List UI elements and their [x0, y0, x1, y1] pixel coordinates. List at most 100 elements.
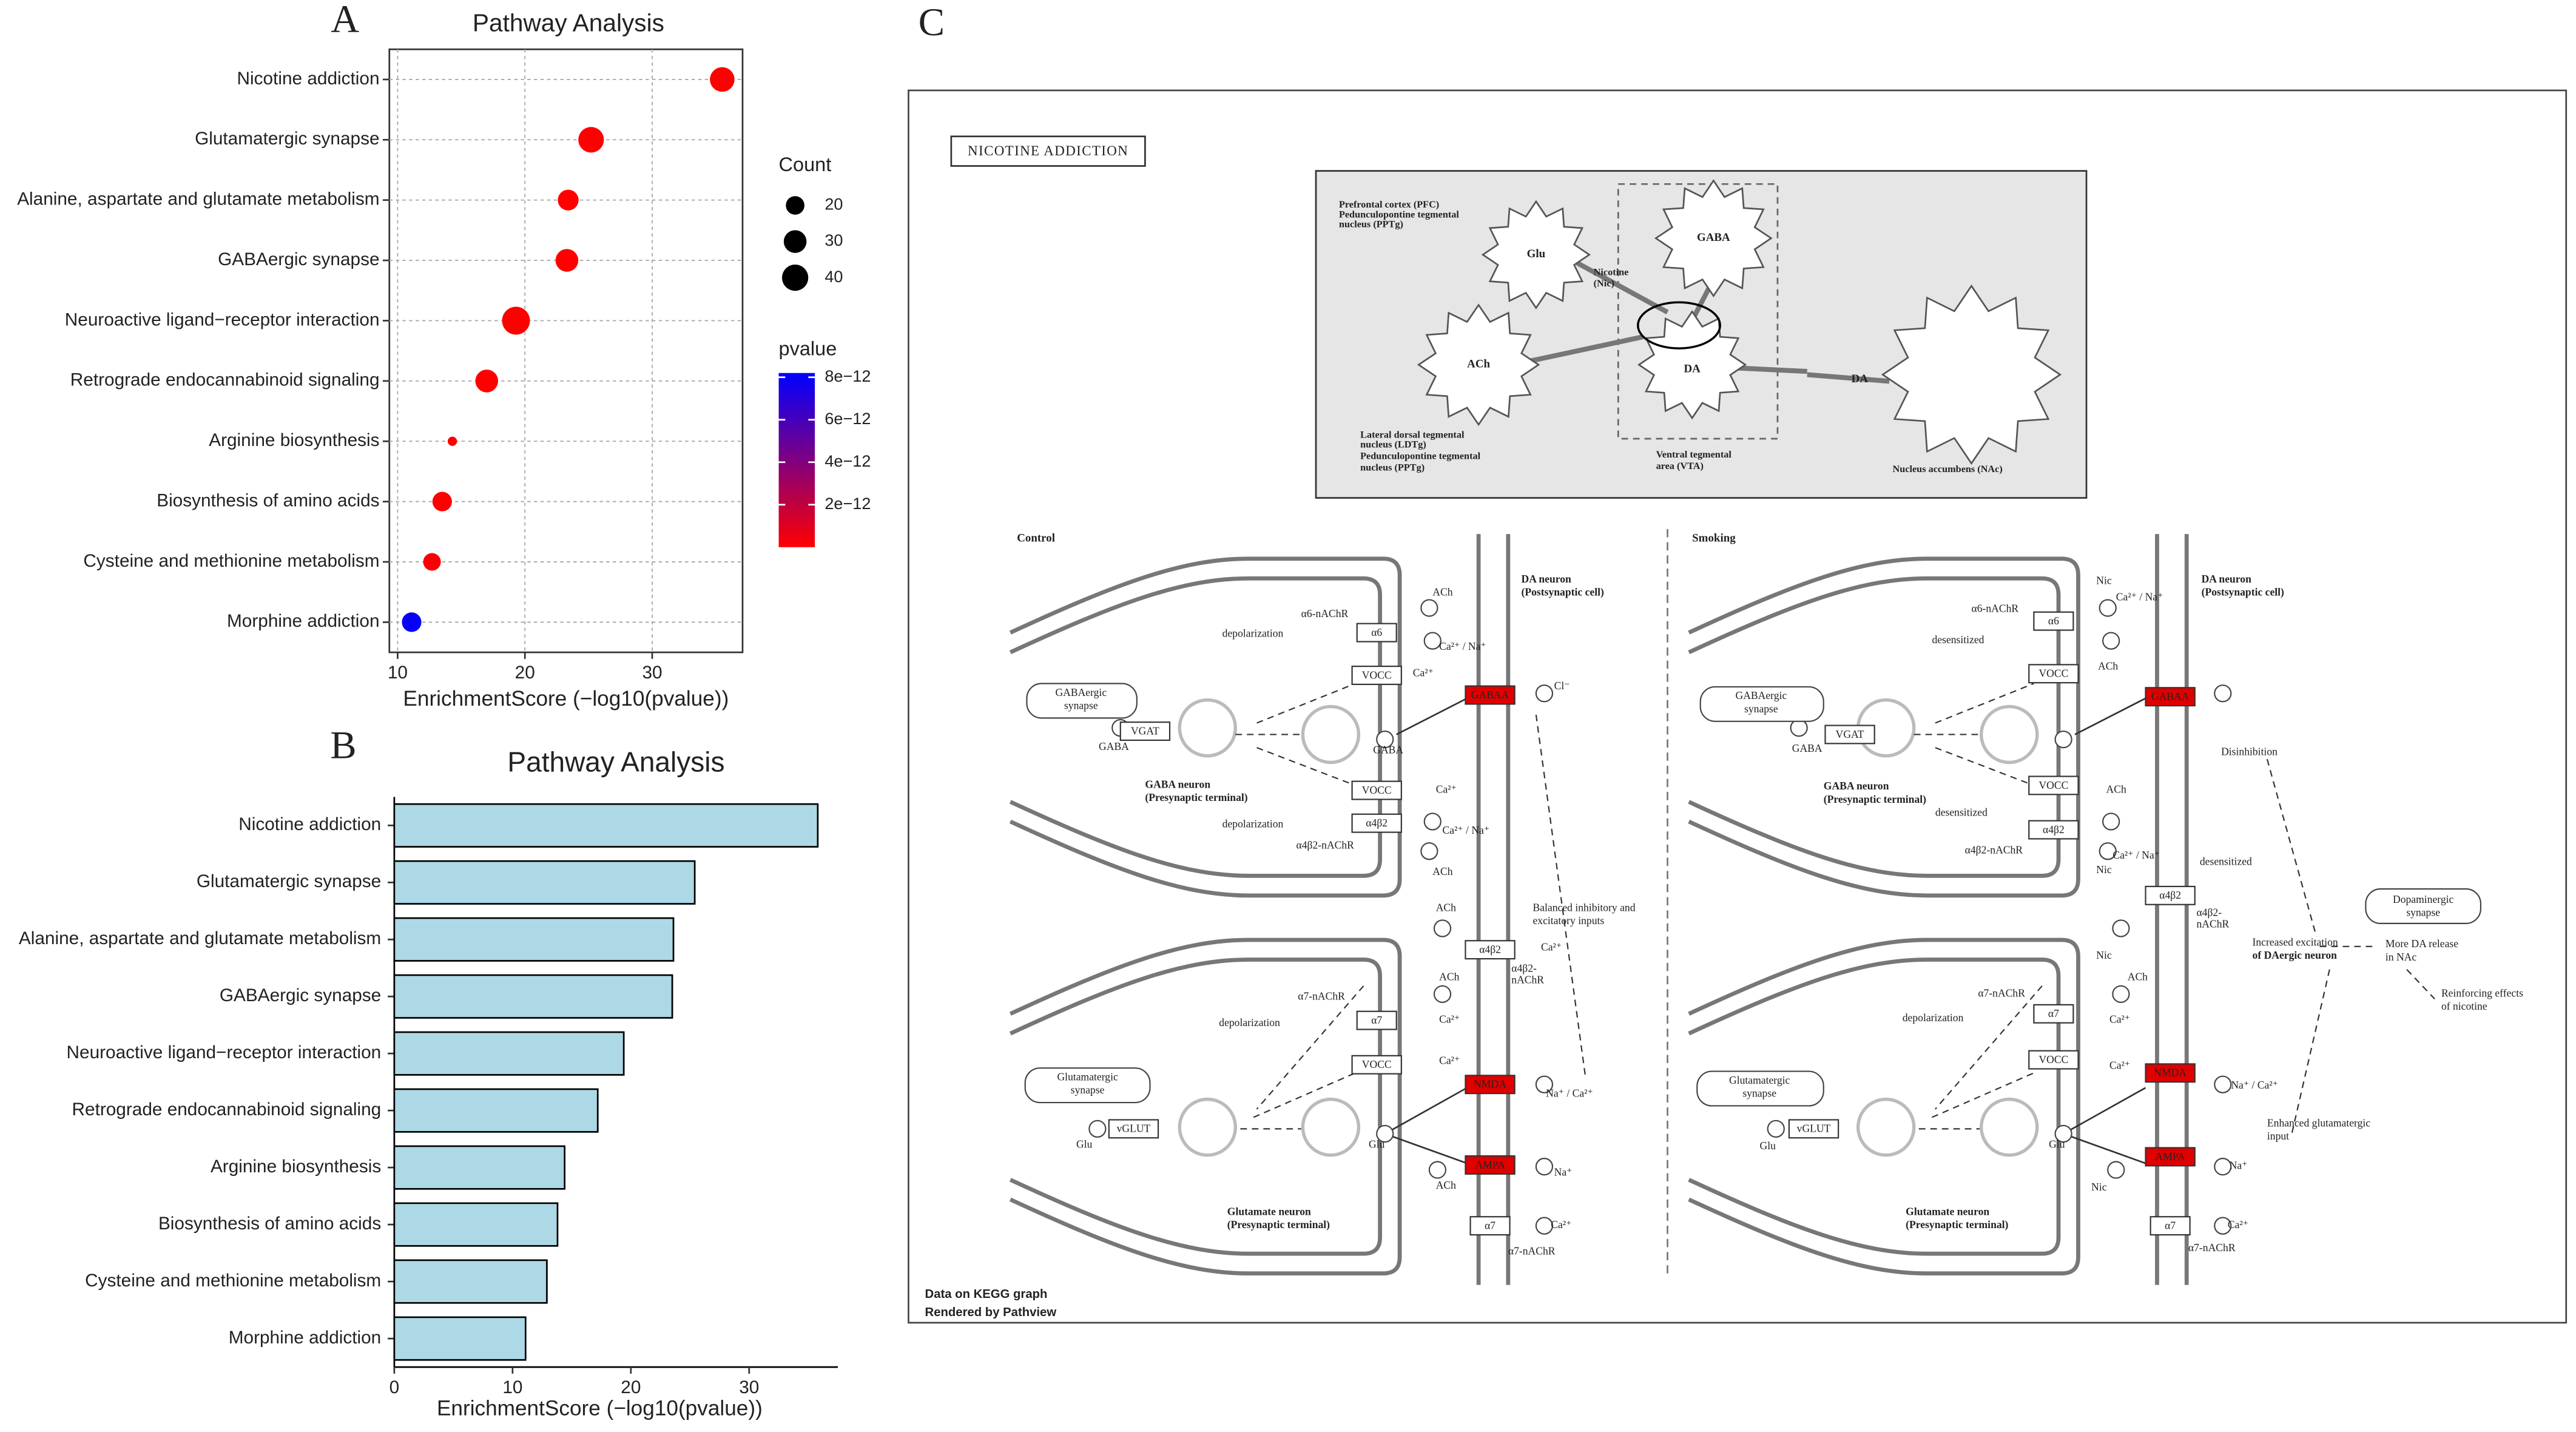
- chart-title: Pathway Analysis: [507, 746, 724, 777]
- diagram-label: of nicotine: [2441, 1000, 2487, 1012]
- ligand: [2214, 1217, 2232, 1235]
- bar: [393, 917, 675, 962]
- panel-letter: A: [331, 0, 359, 41]
- y-tick-label: Cysteine and methionine metabolism: [83, 551, 379, 571]
- section-label: Smoking: [1692, 532, 1736, 545]
- y-tick-label: Morphine addiction: [227, 611, 380, 631]
- diagram-label: DA neuron: [1522, 573, 1572, 585]
- dot: [558, 189, 579, 211]
- terminal: [1688, 957, 2061, 1256]
- diagram-label: desensitized: [1932, 633, 1984, 646]
- diagram-label: (Presynaptic terminal): [1906, 1218, 2008, 1231]
- footer: Rendered by Pathview: [925, 1306, 1057, 1319]
- arrow: [2063, 1133, 2146, 1164]
- ligand: [2112, 985, 2130, 1003]
- ligand: [1428, 1161, 1447, 1179]
- inset-label: Nicotine: [1594, 266, 1629, 277]
- inset-label: Lateral dorsal tegmental: [1360, 429, 1465, 440]
- gene-label: α7: [2165, 1220, 2176, 1232]
- gene-label: α7: [1371, 1014, 1382, 1026]
- dashed-arrow: [1935, 747, 2034, 786]
- ligand: [1767, 1120, 1785, 1138]
- diagram-label: excitatory inputs: [1532, 914, 1604, 927]
- gene-label: α4β2: [2043, 823, 2065, 836]
- plot-panel: [388, 48, 744, 654]
- inset-label: Prefrontal cortex (PFC): [1339, 199, 1439, 210]
- vesicle: [1301, 1097, 1361, 1157]
- gene-box: [1465, 1155, 1516, 1175]
- diagram-title: NICOTINE ADDICTION: [968, 143, 1128, 158]
- axon: [1576, 260, 1669, 315]
- inset-label: nucleus (PPTg): [1360, 462, 1425, 473]
- diagram-label: Ca²⁺: [1439, 1013, 1460, 1025]
- diagram-label: depolarization: [1903, 1012, 1964, 1024]
- diagram-label: ACh: [2106, 783, 2126, 795]
- legend-title: Count: [779, 154, 832, 175]
- diagram-label: GABA: [1373, 744, 1403, 756]
- bar: [393, 1259, 548, 1304]
- x-tick-label: 20: [621, 1377, 641, 1397]
- diagram-label: α4β2-: [2196, 907, 2222, 919]
- bar: [393, 1145, 566, 1190]
- gene-box: [1469, 1216, 1511, 1236]
- gene-label: vGLUT: [1117, 1123, 1151, 1135]
- ligand: [2054, 1124, 2072, 1143]
- diagram-label: depolarization: [1222, 817, 1284, 829]
- nicotine-site: [1637, 301, 1721, 350]
- gene-label: VGAT: [1131, 724, 1159, 737]
- ligand: [2054, 730, 2072, 749]
- ligand: [1423, 812, 1441, 831]
- vesicle: [1856, 1097, 1916, 1157]
- ligand: [2214, 1158, 2232, 1176]
- diagram-label: GABAergic: [1736, 689, 1787, 701]
- terminal: [1688, 937, 2080, 1276]
- dashed-arrow: [2266, 758, 2318, 937]
- section-label: Control: [1017, 532, 1055, 545]
- gene-box: [1465, 940, 1516, 960]
- y-tick-label: Alanine, aspartate and glutamate metabol…: [19, 928, 381, 948]
- diagram-label: Enhanced glutamatergic: [2267, 1116, 2370, 1129]
- inset-label: Pedunculopontine tegmental: [1339, 209, 1459, 220]
- legend-label: 20: [824, 195, 843, 214]
- ligand: [1790, 719, 1808, 737]
- panel-letter: C: [919, 1, 945, 44]
- vesicle: [1980, 1097, 2039, 1157]
- dot: [447, 436, 457, 446]
- bar: [393, 974, 673, 1019]
- diagram-label: synapse: [1744, 703, 1778, 715]
- diagram-label: (Presynaptic terminal): [1145, 791, 1247, 803]
- terminal: [1009, 576, 1383, 878]
- y-tick-label: GABAergic synapse: [220, 985, 381, 1005]
- diagram-label: α4β2-nAChR: [1296, 839, 1355, 851]
- synapse-box: [1026, 683, 1138, 719]
- diagram-label: GABA neuron: [1824, 780, 1889, 792]
- y-tick-label: Retrograde endocannabinoid signaling: [72, 1099, 382, 1120]
- gene-box: [1465, 685, 1516, 705]
- inset-label: area (VTA): [1656, 461, 1704, 471]
- ligand: [1433, 985, 1452, 1003]
- y-tick-label: Arginine biosynthesis: [211, 1157, 381, 1177]
- chart-title: Pathway Analysis: [473, 8, 664, 36]
- ligand: [1535, 1158, 1554, 1176]
- synapse-box: [1696, 1070, 1824, 1107]
- diagram-label: Nic: [2096, 575, 2112, 587]
- diagram-label: Na⁺: [1554, 1166, 1573, 1178]
- dashed-arrow: [1935, 985, 2043, 1110]
- diagram-label: α7-nAChR: [2188, 1241, 2236, 1254]
- y-tick-label: Nicotine addiction: [238, 814, 381, 834]
- bar: [393, 803, 819, 848]
- diagram-label: Cl⁻: [1554, 680, 1570, 692]
- gene-box: [2149, 1216, 2191, 1236]
- x-tick-label: 10: [502, 1377, 522, 1397]
- inset-label: Ventral tegmental: [1656, 449, 1732, 460]
- diagram-label: Ca²⁺: [1436, 783, 1457, 795]
- diagram-label: α7-nAChR: [1508, 1245, 1556, 1257]
- gene-box: [2028, 1050, 2079, 1070]
- ligand: [1420, 599, 1438, 617]
- dot: [475, 370, 499, 393]
- diagram-label: α7-nAChR: [1298, 990, 1345, 1002]
- diagram-label: Ca²⁺: [1439, 1054, 1460, 1066]
- x-tick-label: 20: [515, 663, 535, 683]
- diagram-label: Ca²⁺: [1541, 941, 1562, 953]
- gene-box: [1351, 780, 1402, 800]
